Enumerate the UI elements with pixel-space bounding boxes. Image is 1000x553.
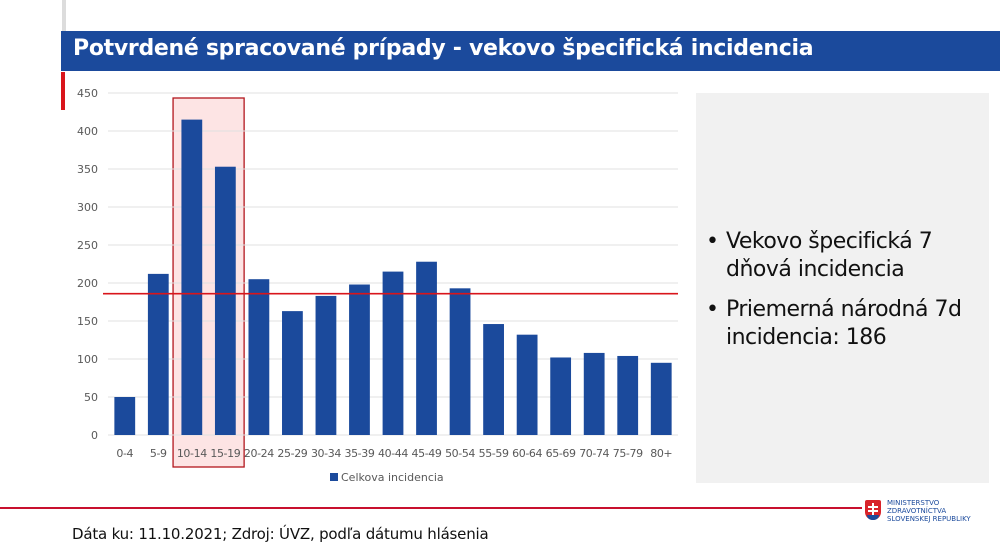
bar xyxy=(214,166,236,435)
x-tick-label: 35-39 xyxy=(344,447,374,460)
x-tick-label: 50-54 xyxy=(445,447,475,460)
y-tick-label: 150 xyxy=(77,315,98,328)
x-tick-label: 55-59 xyxy=(479,447,509,460)
bar xyxy=(382,271,404,435)
bar-chart: 0 50 100 150 200 250 300 350 400 450 0-4 5-9 10-14 15… xyxy=(70,80,680,500)
bullet-age-specific: • Vekovo špecifická 7 dňová incidencia xyxy=(706,229,933,282)
footer-divider xyxy=(0,507,1000,509)
bullet-icon: • xyxy=(706,297,719,322)
left-rule xyxy=(62,0,66,32)
bar xyxy=(617,355,639,435)
info-bullets: • Vekovo špecifická 7 dňová incidencia • P… xyxy=(706,228,991,364)
legend-swatch xyxy=(330,473,338,481)
y-tick-label: 250 xyxy=(77,239,98,252)
bar xyxy=(416,261,437,435)
bar xyxy=(282,311,303,435)
bar xyxy=(147,273,169,435)
bullet-icon: • xyxy=(706,229,719,254)
bar xyxy=(550,357,572,435)
x-tick-label: 5-9 xyxy=(150,447,167,460)
x-tick-label: 75-79 xyxy=(613,447,643,460)
bar xyxy=(449,288,471,435)
bar xyxy=(349,284,370,435)
y-tick-label: 50 xyxy=(84,391,98,404)
x-tick-label: 0-4 xyxy=(116,447,133,460)
ministry-logo: MINISTERSTVO ZDRAVOTNÍCTVA SLOVENSKEJ RE… xyxy=(862,497,1000,527)
logo-text: MINISTERSTVO ZDRAVOTNÍCTVA SLOVENSKEJ RE… xyxy=(887,499,971,523)
bar xyxy=(583,352,605,435)
y-tick-label: 100 xyxy=(77,353,98,366)
x-tick-label: 40-44 xyxy=(378,447,408,460)
x-tick-label: 25-29 xyxy=(277,447,307,460)
bar xyxy=(315,295,337,435)
y-tick-label: 200 xyxy=(77,277,98,290)
x-tick-label: 20-24 xyxy=(244,447,274,460)
chart-canvas: 0 50 100 150 200 250 300 350 400 450 0-4 5-9 10-14 15… xyxy=(77,87,678,484)
footer-source: Dáta ku: 11.10.2021; Zdroj: ÚVZ, podľa d… xyxy=(72,525,489,543)
bar xyxy=(516,334,538,435)
slide-title: Potvrdené spracované prípady - vekovo šp… xyxy=(73,36,814,61)
x-tick-label: 15-19 xyxy=(210,447,240,460)
bullet-national-average: • Priemerná národná 7d incidencia: 186 xyxy=(706,297,962,350)
legend-label: Celkova incidencia xyxy=(341,471,444,484)
bar xyxy=(114,397,136,435)
y-tick-label: 300 xyxy=(77,201,98,214)
y-tick-label: 400 xyxy=(77,125,98,138)
y-tick-label: 0 xyxy=(91,429,98,442)
x-tick-label: 30-34 xyxy=(311,447,341,460)
x-tick-label: 65-69 xyxy=(546,447,576,460)
red-accent-bar xyxy=(61,72,65,110)
bar xyxy=(650,362,672,435)
y-tick-label: 450 xyxy=(77,87,98,100)
slovak-shield-icon xyxy=(865,500,881,520)
info-panel: • Vekovo špecifická 7 dňová incidencia • P… xyxy=(696,93,989,483)
bar xyxy=(248,279,270,435)
x-tick-label: 45-49 xyxy=(412,447,442,460)
title-bar: Potvrdené spracované prípady - vekovo šp… xyxy=(61,31,1000,71)
y-tick-label: 350 xyxy=(77,163,98,176)
x-tick-label: 70-74 xyxy=(579,447,609,460)
bar xyxy=(181,119,203,435)
bar xyxy=(483,324,504,435)
x-tick-label: 80+ xyxy=(650,447,672,460)
x-tick-label: 60-64 xyxy=(512,447,542,460)
x-tick-label: 10-14 xyxy=(177,447,207,460)
